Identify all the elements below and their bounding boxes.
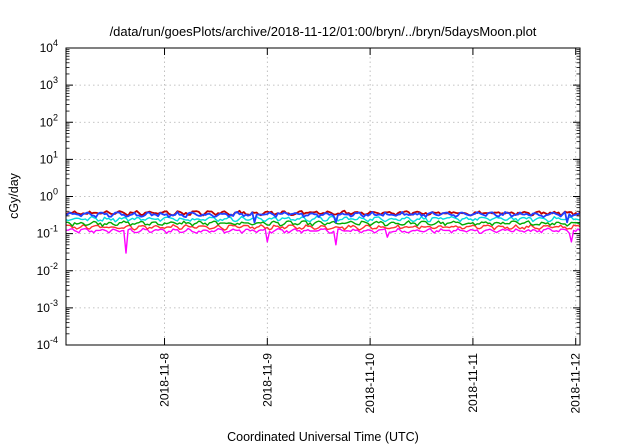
x-tick-label: 2018-11-12: [569, 353, 583, 414]
series-line-6: [65, 210, 581, 224]
y-tick-label: 10-1: [37, 224, 58, 241]
chart-title: /data/run/goesPlots/archive/2018-11-12/0…: [110, 24, 537, 39]
y-tick-label: 10-4: [37, 335, 58, 352]
y-tick-label: 104: [40, 38, 58, 55]
series-group: [65, 209, 581, 254]
grid: [66, 48, 580, 345]
series-line-2: [65, 223, 581, 231]
y-tick-label: 100: [40, 187, 58, 204]
y-tick-label: 10-3: [37, 298, 58, 315]
y-tick-label: 101: [40, 149, 58, 166]
x-tick-label: 2018-11-10: [363, 353, 377, 414]
series-line-5: [65, 209, 581, 217]
series-line-4: [65, 215, 581, 223]
plot-frame: [65, 47, 581, 346]
series-line-3: [66, 220, 581, 227]
x-tick-label: 2018-11-9: [260, 353, 274, 407]
y-tick-label: 102: [40, 112, 58, 129]
series-line-1: [66, 227, 581, 254]
x-tick-label: 2018-11-11: [466, 353, 480, 413]
y-tick-label: 103: [40, 75, 58, 92]
x-tick-label: 2018-11-8: [158, 353, 172, 407]
x-axis-ticks: 2018-11-8 2018-11-9 2018-11-10 2018-11-11 20…: [158, 48, 583, 414]
x-axis-label: Coordinated Universal Time (UTC): [227, 430, 419, 444]
y-axis-label: cGy/day: [7, 172, 21, 219]
y-tick-label: 10-2: [37, 261, 58, 278]
